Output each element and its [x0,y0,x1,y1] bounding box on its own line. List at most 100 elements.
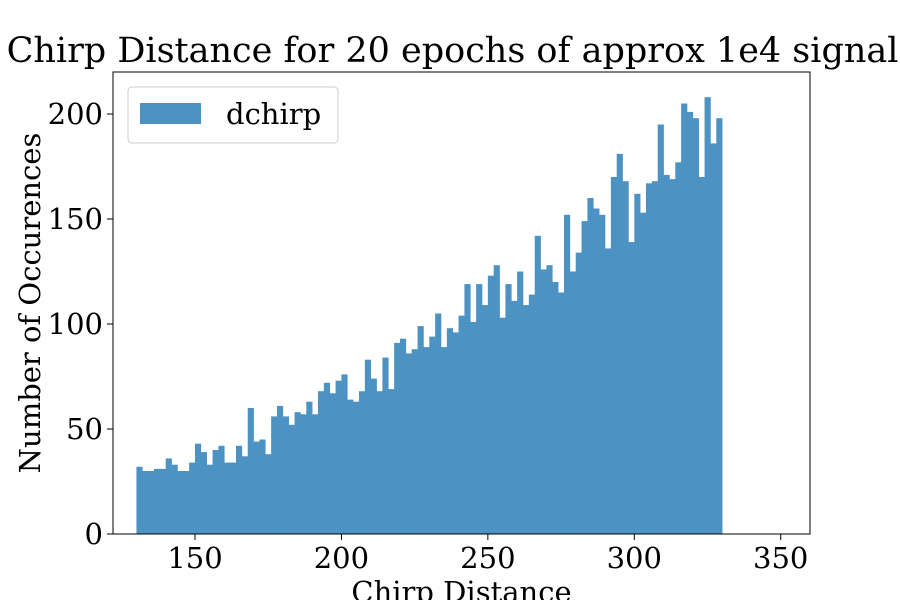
histogram-bar [388,389,395,534]
histogram-bar [300,414,307,534]
y-tick-label: 150 [48,202,103,236]
histogram-bar [259,439,266,534]
histogram-bar [359,391,366,534]
histogram-bar [651,181,659,534]
x-tick-label: 150 [167,541,222,575]
histogram-bar [323,382,331,534]
histogram-bar [148,471,155,534]
histogram-bar [593,208,600,534]
histogram-bar [236,445,243,534]
x-tick-label: 300 [607,541,662,575]
histogram-bar [546,265,553,534]
histogram-bar [657,124,664,534]
histogram-bar [195,443,202,534]
histogram-bar [282,416,290,534]
histogram-bar [470,321,477,534]
histogram-bar [288,424,295,534]
histogram-bar [429,336,436,534]
histogram-bar [687,111,694,535]
histogram-bar [493,265,500,534]
histogram-bar [505,284,512,534]
histogram-bar [622,181,629,534]
histogram-bar [628,242,635,534]
histogram-bar [417,326,424,534]
histogram-bar [318,391,325,534]
histogram-bar [558,292,565,534]
chart-title: Chirp Distance for 20 epochs of approx 1… [7,31,900,71]
histogram-bar [616,153,623,534]
y-tick-label: 100 [48,307,103,341]
histogram-bar [569,271,577,534]
histogram-bar [189,462,196,534]
histogram-bar [610,177,618,534]
histogram-bar [499,317,506,534]
histogram-bar [487,275,495,534]
histogram-bar [265,454,272,534]
histogram-bar [441,347,448,534]
histogram-bar [669,179,676,534]
histogram-bar [154,468,161,534]
y-tick-label: 50 [66,412,103,446]
plot-frame [112,71,811,535]
histogram-bar [277,405,284,534]
histogram-bar [587,198,594,534]
histogram-bar [376,391,383,534]
histogram-bar [681,103,688,534]
histogram-bar [247,408,254,534]
histogram-bar [171,464,178,534]
histogram-bar [183,471,190,534]
histogram-bar [400,338,407,534]
histogram-bar [306,401,313,534]
histogram-bar [446,328,454,534]
histogram-bar [692,118,700,534]
x-axis-label: Chirp Distance [351,575,571,600]
histogram-bar [370,378,377,534]
x-tick-label: 200 [314,541,369,575]
histogram-bar [206,464,213,534]
histogram-bar [599,214,606,535]
histogram-bar [177,471,184,534]
histogram-bar [423,347,430,534]
histogram-bar [564,214,571,535]
histogram-bar [552,282,559,534]
histogram-bar [634,193,641,535]
histogram-bar [534,235,541,535]
histogram-bar [329,393,336,534]
histogram-bar [364,359,372,534]
histogram-bar [452,332,459,534]
histogram-bar [575,252,582,534]
histogram-bar [159,468,167,534]
bars-group [136,97,723,535]
histogram-bar [142,471,149,534]
histogram-bar [640,212,647,534]
y-axis-label: Number of Occurences [13,133,47,474]
histogram-bar [675,162,682,535]
histogram-bar [165,458,172,534]
legend-label-dchirp: dchirp [226,97,321,131]
histogram-bar [540,269,547,534]
histogram-bar [218,445,225,534]
histogram-bar [241,456,249,534]
histogram-bar [476,284,483,534]
histogram-bar [230,462,237,534]
histogram-bar [341,374,348,534]
histogram-bar [353,401,360,534]
histogram-bar [405,353,413,534]
legend-box [127,86,339,144]
histogram-bar [710,143,717,534]
histogram-bar [663,174,670,534]
histogram-bar [464,284,471,534]
histogram-bar [605,248,612,534]
histogram-bar [382,357,389,534]
histogram-bar [394,342,401,534]
histogram-bar [704,97,711,534]
histogram-bar [517,271,524,534]
histogram-bar [458,315,465,534]
y-tick-label: 200 [48,97,103,131]
histogram-bar [294,412,301,534]
histogram-bar [528,294,536,534]
histogram-bar [482,305,489,534]
histogram-bar [581,221,588,534]
histogram-bar [523,305,530,534]
